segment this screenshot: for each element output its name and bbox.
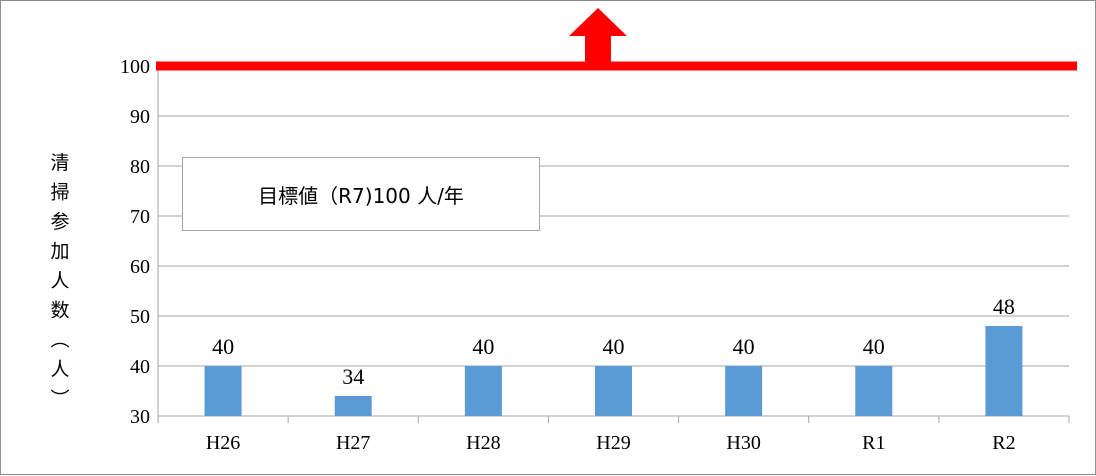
x-tick-label: R2 (992, 432, 1015, 454)
bar (204, 366, 242, 416)
x-tick-label: H27 (336, 432, 370, 454)
y-tick-label: 40 (130, 356, 150, 378)
data-label: 34 (342, 364, 364, 389)
data-label: 48 (993, 294, 1015, 319)
y-axis-label-char: 人 (50, 359, 69, 381)
y-tick-label: 30 (130, 406, 150, 428)
x-tick-label: H28 (466, 432, 500, 454)
bar (334, 396, 372, 416)
up-arrow-icon (569, 8, 627, 66)
bar (725, 366, 763, 416)
y-tick-label: 70 (130, 206, 150, 228)
y-tick-label: 100 (120, 56, 150, 78)
y-tick-label: 60 (130, 256, 150, 278)
bar (595, 366, 632, 416)
x-tick-label: H30 (726, 432, 760, 454)
x-tick-label: H26 (206, 432, 240, 454)
target-annotation: 目標値（R7)100 人/年 (182, 157, 540, 231)
y-axis-label-char: 人 (50, 270, 69, 292)
y-axis-label-char: 掃 (50, 182, 69, 204)
y-tick-label: 90 (130, 106, 150, 128)
y-axis-label-char: （ (48, 329, 70, 348)
x-tick-label: H29 (596, 432, 630, 454)
bar (855, 366, 893, 416)
y-tick-label: 50 (130, 306, 150, 328)
data-label: 40 (733, 334, 755, 359)
y-axis-label-char: 数 (50, 300, 69, 322)
bar (985, 326, 1023, 416)
y-axis-label-char: 参 (50, 211, 69, 233)
y-axis-label-char: 清 (50, 152, 69, 174)
data-label: 40 (212, 334, 234, 359)
y-tick-label: 80 (130, 156, 150, 178)
data-label: 40 (603, 334, 625, 359)
y-axis-label-char: ） (48, 388, 70, 407)
y-axis-label-char: 加 (50, 241, 69, 263)
data-label: 40 (863, 334, 885, 359)
data-label: 40 (472, 334, 494, 359)
x-tick-label: R1 (862, 432, 885, 454)
bar (464, 366, 502, 416)
